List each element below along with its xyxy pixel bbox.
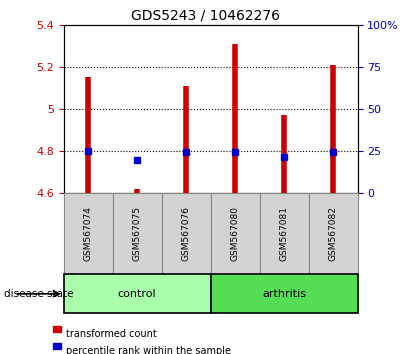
Bar xyxy=(309,193,358,274)
Text: control: control xyxy=(118,289,157,299)
Text: transformed count: transformed count xyxy=(66,329,157,339)
Text: GSM567081: GSM567081 xyxy=(279,206,289,261)
Bar xyxy=(64,274,210,313)
Bar xyxy=(64,193,113,274)
Text: percentile rank within the sample: percentile rank within the sample xyxy=(66,346,231,354)
Text: disease state: disease state xyxy=(4,289,74,299)
Text: GSM567080: GSM567080 xyxy=(231,206,240,261)
Bar xyxy=(162,193,211,274)
Bar xyxy=(210,193,260,274)
Text: arthritis: arthritis xyxy=(262,289,306,299)
Bar xyxy=(113,193,162,274)
Bar xyxy=(210,274,358,313)
Text: GDS5243 / 10462276: GDS5243 / 10462276 xyxy=(131,9,280,23)
Text: GSM567074: GSM567074 xyxy=(84,206,93,261)
Bar xyxy=(260,193,309,274)
Text: GSM567075: GSM567075 xyxy=(133,206,142,261)
Text: GSM567076: GSM567076 xyxy=(182,206,191,261)
Text: GSM567082: GSM567082 xyxy=(328,206,337,261)
